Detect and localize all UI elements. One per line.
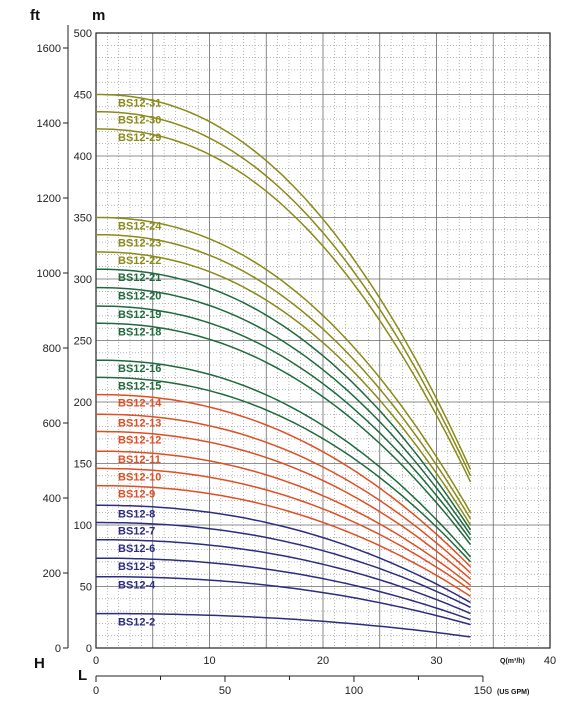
- curve-bs12-24: [96, 216, 472, 514]
- m-tick-label: 0: [86, 643, 92, 655]
- ft-unit-label: ft: [30, 7, 40, 24]
- m-tick-label: 250: [74, 336, 92, 348]
- q-tick-label: 20: [317, 655, 329, 667]
- curve-label: BS12-7: [118, 526, 155, 538]
- curve-labels: BS12-31 BS12-30 BS12-29 BS12-24 BS12-23 BS12-…: [118, 98, 162, 629]
- ft-tick-label: 200: [43, 568, 61, 580]
- axes: 0501001502002503003504004505000200400600…: [37, 25, 556, 697]
- curve-label: BS12-9: [118, 489, 155, 501]
- ft-tick-label: 400: [43, 493, 61, 505]
- curve-bs12-7: [96, 521, 471, 609]
- curve-label: BS12-23: [118, 238, 161, 250]
- ft-tick-label: 800: [43, 343, 61, 355]
- curve-label: BS12-24: [118, 221, 162, 233]
- m-unit-label: m: [92, 7, 105, 24]
- curve-label: BS12-10: [118, 471, 161, 483]
- ft-tick-label: 1200: [37, 193, 61, 205]
- q-tick-label: 0: [93, 655, 99, 667]
- curve-bs12-16: [96, 359, 472, 558]
- plot-frame: [95, 32, 551, 649]
- q-tick-label: 40: [544, 655, 556, 667]
- m-tick-label: 350: [74, 213, 92, 225]
- flow-unit-label: Q(m³/h): [500, 658, 525, 665]
- curve-bs12-10: [96, 467, 471, 591]
- curve-label: BS12-19: [118, 309, 161, 321]
- gpm-unit-label: (US GPM): [497, 689, 529, 696]
- curve-label: BS12-11: [118, 454, 161, 466]
- curve-label: BS12-15: [118, 380, 161, 392]
- curve-label: BS12-13: [118, 417, 161, 429]
- ft-tick-label: 1600: [37, 43, 61, 55]
- curve-bs12-14: [96, 393, 472, 568]
- q-tick-label: 10: [203, 655, 215, 667]
- curve-label: BS12-22: [118, 255, 161, 267]
- gpm-tick-label: 0: [93, 685, 99, 697]
- m-tick-label: 100: [74, 520, 92, 532]
- curve-label: BS12-2: [118, 617, 155, 629]
- plot-grid: [95, 32, 551, 649]
- curve-label: BS12-6: [118, 543, 155, 555]
- curve-label: BS12-20: [118, 291, 161, 303]
- gpm-tick-label: 100: [345, 685, 363, 697]
- curve-bs12-9: [95, 484, 471, 597]
- curve-bs12-21: [96, 268, 472, 531]
- curve-bs12-31: [96, 93, 472, 470]
- curve-label: BS12-21: [118, 272, 161, 284]
- curve-label: BS12-12: [118, 435, 161, 447]
- curve-bs12-15: [96, 376, 472, 563]
- curve-bs12-19: [96, 305, 472, 541]
- curve-bs12-13: [96, 413, 472, 574]
- curve-bs12-30: [95, 110, 472, 477]
- m-tick-label: 50: [80, 582, 92, 594]
- ft-tick-label: 0: [55, 643, 61, 655]
- curve-label: BS12-5: [118, 561, 155, 573]
- m-tick-label: 500: [74, 28, 92, 40]
- curve-label: BS12-30: [118, 115, 161, 127]
- curve-bs12-6: [96, 539, 471, 615]
- h-axis-label: H: [34, 655, 45, 672]
- ft-tick-label: 1400: [37, 118, 61, 130]
- curve-bs12-4: [96, 575, 471, 626]
- curve-bs12-11: [96, 450, 471, 586]
- performance-curves: [95, 93, 472, 638]
- curve-label: BS12-8: [118, 508, 155, 520]
- curve-label: BS12-16: [118, 363, 161, 375]
- curve-label: BS12-31: [118, 98, 161, 110]
- curve-bs12-23: [96, 233, 472, 520]
- m-tick-label: 200: [74, 397, 92, 409]
- curve-bs12-8: [96, 504, 471, 604]
- q-tick-label: 30: [430, 655, 442, 667]
- curve-label: BS12-4: [118, 580, 156, 592]
- curve-label: BS12-14: [118, 398, 162, 410]
- curve-label: BS12-18: [118, 326, 161, 338]
- curve-label: BS12-29: [118, 132, 161, 144]
- m-tick-label: 450: [74, 90, 92, 102]
- l-axis-label: L: [78, 667, 87, 684]
- m-tick-label: 400: [74, 151, 92, 163]
- ft-tick-label: 600: [43, 418, 61, 430]
- m-tick-label: 150: [74, 459, 92, 471]
- gpm-tick-label: 50: [219, 685, 231, 697]
- curve-bs12-5: [96, 557, 471, 621]
- gpm-tick-label: 150: [474, 685, 492, 697]
- curve-bs12-2: [96, 612, 471, 638]
- ft-tick-label: 1000: [37, 268, 61, 280]
- curve-bs12-20: [96, 286, 472, 536]
- curve-bs12-22: [95, 251, 472, 526]
- curve-bs12-12: [96, 430, 471, 580]
- curve-bs12-29: [95, 128, 472, 483]
- m-tick-label: 300: [74, 274, 92, 286]
- curve-bs12-18: [96, 322, 472, 546]
